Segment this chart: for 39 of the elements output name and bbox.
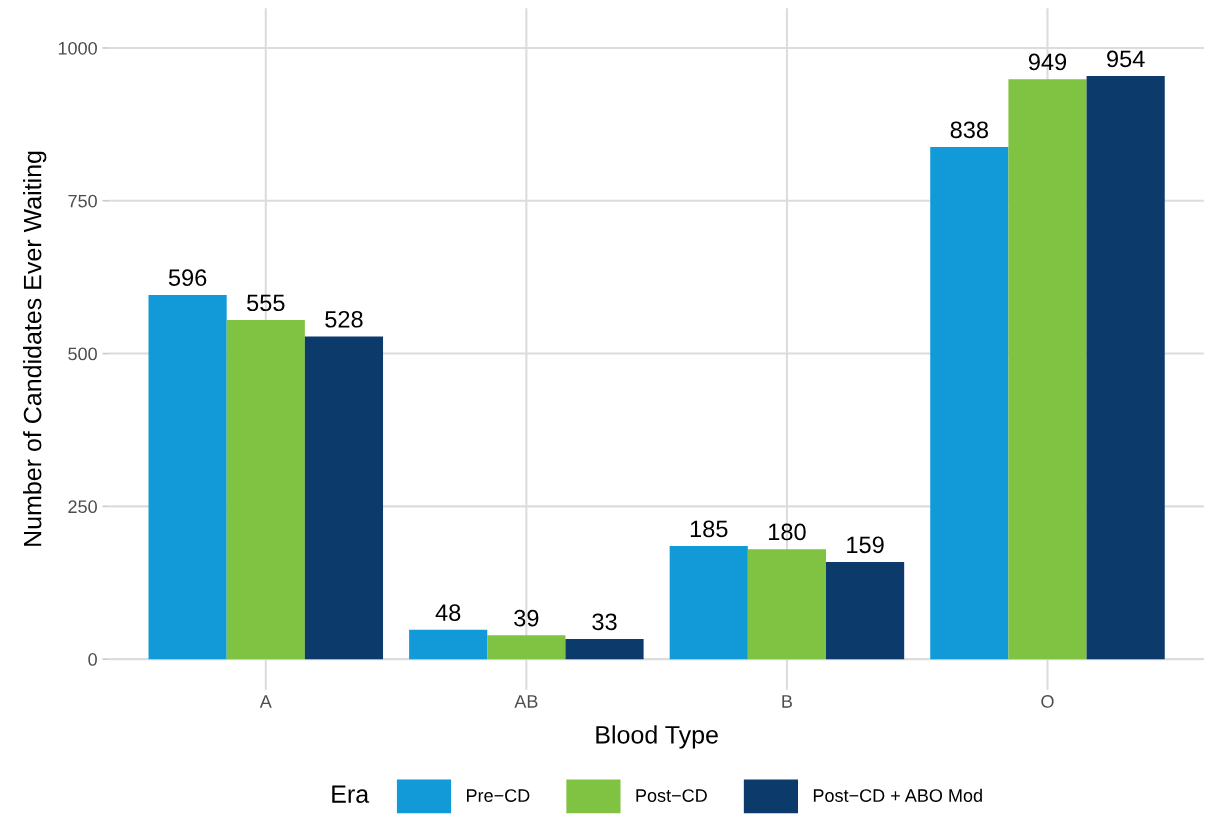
bar (930, 146, 1009, 660)
x-tick-label: A (259, 695, 272, 708)
bar (826, 561, 905, 660)
data-label: 159 (847, 536, 884, 554)
bar (669, 546, 748, 660)
y-tick-label: 0 (88, 653, 97, 666)
bar (304, 336, 384, 660)
bar (409, 629, 488, 660)
legend-label: Pre−CD (467, 789, 530, 802)
data-label: 555 (247, 294, 285, 312)
bar (226, 319, 305, 660)
bar (565, 638, 644, 660)
data-label: 949 (1028, 53, 1067, 71)
x-tick-label: AB (514, 695, 538, 708)
data-label: 39 (514, 609, 539, 627)
y-axis-title: Number of Candidates Ever Waiting (23, 151, 47, 546)
data-label: 180 (769, 523, 806, 541)
data-label: 596 (168, 269, 207, 287)
data-label: 528 (325, 310, 363, 328)
bar (1086, 76, 1165, 660)
y-tick-label: 500 (68, 347, 97, 361)
legend-label: Post−CD (636, 789, 707, 802)
x-axis-title: Blood Type (596, 725, 718, 749)
bar (1008, 79, 1087, 660)
legend-label: Post−CD + ABO Mod (813, 788, 982, 802)
x-tick-label: O (1041, 695, 1054, 708)
bar (487, 635, 566, 660)
y-tick-label: 1000 (58, 41, 97, 55)
bar (148, 294, 227, 660)
data-label: 838 (950, 121, 988, 139)
y-tick-label: 250 (68, 500, 97, 514)
data-label: 185 (690, 520, 728, 538)
data-label: 33 (592, 613, 617, 631)
legend-title: Era (332, 785, 370, 803)
x-tick-label: B (782, 695, 792, 708)
y-tick-label: 750 (68, 194, 97, 208)
data-label: 48 (435, 604, 461, 621)
data-label: 954 (1107, 50, 1145, 68)
bar (747, 549, 827, 660)
